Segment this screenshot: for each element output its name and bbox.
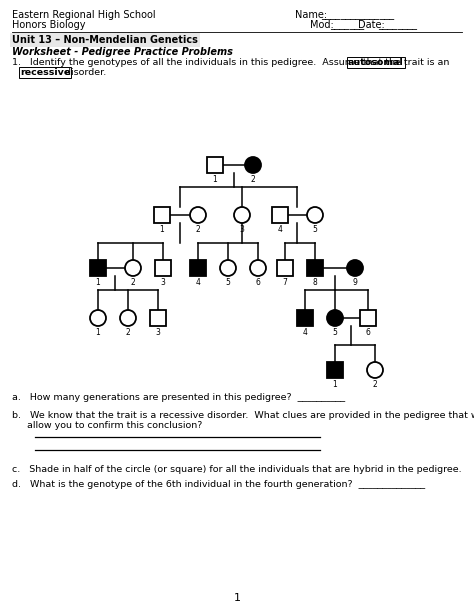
Text: 1: 1 [96, 328, 100, 337]
Text: Eastern Regional High School: Eastern Regional High School [12, 10, 155, 20]
Circle shape [245, 157, 261, 173]
Circle shape [190, 207, 206, 223]
Bar [272, 207, 288, 223]
Text: Worksheet - Pedigree Practice Problems: Worksheet - Pedigree Practice Problems [12, 47, 233, 57]
Text: 1: 1 [234, 593, 240, 603]
Text: autosomal: autosomal [348, 58, 404, 67]
Text: 2: 2 [373, 380, 377, 389]
Circle shape [250, 260, 266, 276]
Text: 3: 3 [155, 328, 160, 337]
Bar [190, 260, 206, 276]
Text: 8: 8 [313, 278, 318, 287]
Text: 1: 1 [213, 175, 218, 184]
Circle shape [327, 310, 343, 326]
Circle shape [307, 207, 323, 223]
Text: 5: 5 [312, 225, 318, 234]
Text: a.   How many generations are presented in this pedigree?  __________: a. How many generations are presented in… [12, 393, 345, 402]
Bar [155, 260, 171, 276]
Bar [297, 310, 313, 326]
Circle shape [347, 260, 363, 276]
Bar [154, 207, 170, 223]
Circle shape [120, 310, 136, 326]
Circle shape [90, 310, 106, 326]
Text: allow you to confirm this conclusion?: allow you to confirm this conclusion? [12, 421, 202, 430]
Text: 5: 5 [226, 278, 230, 287]
Text: 3: 3 [161, 278, 165, 287]
Text: 1: 1 [160, 225, 164, 234]
Text: 2: 2 [251, 175, 255, 184]
Bar [90, 260, 106, 276]
Text: Name:: Name: [295, 10, 327, 20]
Text: 7: 7 [283, 278, 287, 287]
Bar [277, 260, 293, 276]
Text: 2: 2 [131, 278, 136, 287]
Bar [307, 260, 323, 276]
Text: 4: 4 [196, 278, 201, 287]
Text: 3: 3 [239, 225, 245, 234]
Text: 4: 4 [302, 328, 308, 337]
Text: 1: 1 [96, 278, 100, 287]
Text: 1: 1 [333, 380, 337, 389]
Text: 6: 6 [365, 328, 371, 337]
Text: 9: 9 [353, 278, 357, 287]
Bar [150, 310, 166, 326]
Text: b.   We know that the trait is a recessive disorder.  What clues are provided in: b. We know that the trait is a recessive… [12, 411, 474, 420]
Circle shape [367, 362, 383, 378]
Text: d.   What is the genotype of the 6th individual in the fourth generation?  _____: d. What is the genotype of the 6th indiv… [12, 480, 425, 489]
Text: 6: 6 [255, 278, 260, 287]
Circle shape [234, 207, 250, 223]
Bar [207, 157, 223, 173]
Text: Date:: Date: [358, 20, 385, 30]
Text: recessive: recessive [20, 68, 70, 77]
Text: disorder.: disorder. [62, 68, 106, 77]
Text: Unit 13 – Non-Mendelian Genetics: Unit 13 – Non-Mendelian Genetics [12, 35, 198, 45]
Bar [327, 362, 343, 378]
Text: _______: _______ [330, 20, 364, 30]
Circle shape [125, 260, 141, 276]
Circle shape [220, 260, 236, 276]
Text: ________: ________ [378, 20, 417, 30]
Text: 4: 4 [278, 225, 283, 234]
Text: c.   Shade in half of the circle (or square) for all the individuals that are hy: c. Shade in half of the circle (or squar… [12, 465, 462, 474]
Text: _______________: _______________ [321, 10, 394, 20]
Text: 1.   Identify the genotypes of all the individuals in this pedigree.  Assume tha: 1. Identify the genotypes of all the ind… [12, 58, 452, 67]
Text: Honors Biology: Honors Biology [12, 20, 85, 30]
Text: Mod:: Mod: [310, 20, 334, 30]
Bar [360, 310, 376, 326]
Text: 2: 2 [126, 328, 130, 337]
Text: 5: 5 [333, 328, 337, 337]
Text: 2: 2 [196, 225, 201, 234]
